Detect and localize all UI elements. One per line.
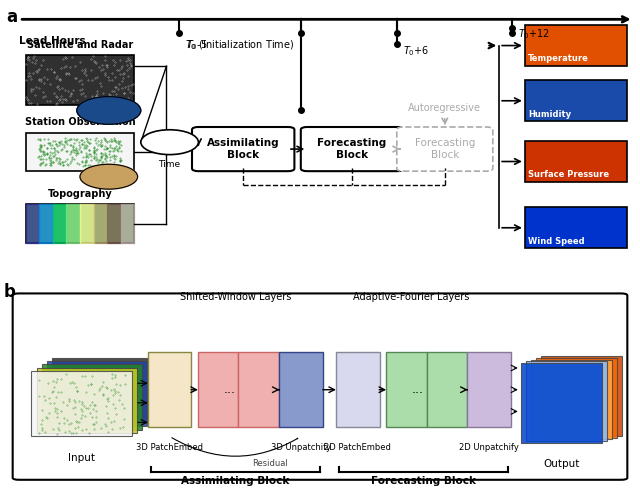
Text: Assimilating Block: Assimilating Block xyxy=(181,476,289,486)
FancyBboxPatch shape xyxy=(239,352,279,427)
Text: 2D Unpatchify: 2D Unpatchify xyxy=(460,443,519,452)
Text: Forecasting
Block: Forecasting Block xyxy=(415,138,475,160)
Text: ...: ... xyxy=(412,383,424,396)
Text: 3D Unpatchify: 3D Unpatchify xyxy=(271,443,331,452)
FancyBboxPatch shape xyxy=(31,371,132,436)
Text: Satellite and Radar: Satellite and Radar xyxy=(27,40,133,50)
FancyBboxPatch shape xyxy=(148,352,191,427)
FancyArrowPatch shape xyxy=(172,438,298,456)
FancyBboxPatch shape xyxy=(525,25,627,66)
FancyBboxPatch shape xyxy=(336,352,380,427)
FancyBboxPatch shape xyxy=(521,363,602,443)
FancyBboxPatch shape xyxy=(525,141,627,182)
FancyBboxPatch shape xyxy=(397,127,493,171)
Text: Forecasting
Block: Forecasting Block xyxy=(317,138,387,160)
Text: $T_0$+6: $T_0$+6 xyxy=(403,44,429,58)
Circle shape xyxy=(141,130,198,155)
FancyBboxPatch shape xyxy=(26,204,134,243)
Text: Input: Input xyxy=(68,453,95,463)
FancyBboxPatch shape xyxy=(47,361,147,426)
Text: Autoregressive: Autoregressive xyxy=(408,103,481,113)
Text: 2D PatchEmbed: 2D PatchEmbed xyxy=(324,443,391,452)
FancyBboxPatch shape xyxy=(525,80,627,121)
FancyBboxPatch shape xyxy=(525,361,607,441)
Text: Time: Time xyxy=(159,160,180,169)
FancyBboxPatch shape xyxy=(301,127,403,171)
FancyBboxPatch shape xyxy=(192,127,294,171)
FancyBboxPatch shape xyxy=(26,55,134,105)
Text: Lead Hours: Lead Hours xyxy=(19,36,86,46)
Text: 3D PatchEmbed: 3D PatchEmbed xyxy=(136,443,203,452)
Text: $T_0$ (Initialization Time): $T_0$ (Initialization Time) xyxy=(185,38,294,52)
Text: $T_0$-5: $T_0$-5 xyxy=(186,38,207,52)
Text: Residual: Residual xyxy=(252,459,288,468)
Text: Shifted-Window Layers: Shifted-Window Layers xyxy=(180,292,291,302)
FancyBboxPatch shape xyxy=(525,207,627,248)
FancyBboxPatch shape xyxy=(198,352,239,427)
Circle shape xyxy=(80,164,138,189)
Text: Wind Speed: Wind Speed xyxy=(528,237,584,246)
FancyBboxPatch shape xyxy=(386,352,427,427)
FancyBboxPatch shape xyxy=(279,352,323,427)
FancyBboxPatch shape xyxy=(541,356,622,436)
FancyBboxPatch shape xyxy=(531,360,612,439)
Text: Humidity: Humidity xyxy=(528,110,571,119)
Text: $T_0$+12: $T_0$+12 xyxy=(518,28,550,41)
Text: Adaptive-Fourier Layers: Adaptive-Fourier Layers xyxy=(353,292,469,302)
FancyBboxPatch shape xyxy=(536,358,618,438)
Text: a: a xyxy=(6,8,17,26)
Text: Temperature: Temperature xyxy=(528,55,589,64)
FancyBboxPatch shape xyxy=(36,368,137,433)
Text: Topography: Topography xyxy=(47,189,113,199)
FancyBboxPatch shape xyxy=(13,293,627,480)
Text: Assimilating
Block: Assimilating Block xyxy=(207,138,280,160)
Text: Surface Pressure: Surface Pressure xyxy=(528,171,609,179)
FancyBboxPatch shape xyxy=(26,133,134,171)
Text: Station Observation: Station Observation xyxy=(25,117,135,127)
FancyBboxPatch shape xyxy=(42,364,142,430)
Text: b: b xyxy=(3,283,15,301)
FancyBboxPatch shape xyxy=(52,358,152,423)
FancyBboxPatch shape xyxy=(467,352,511,427)
FancyBboxPatch shape xyxy=(427,352,467,427)
Text: Output: Output xyxy=(543,459,580,469)
Text: ...: ... xyxy=(224,383,236,396)
Circle shape xyxy=(77,97,141,124)
Text: Forecasting Block: Forecasting Block xyxy=(371,476,476,486)
